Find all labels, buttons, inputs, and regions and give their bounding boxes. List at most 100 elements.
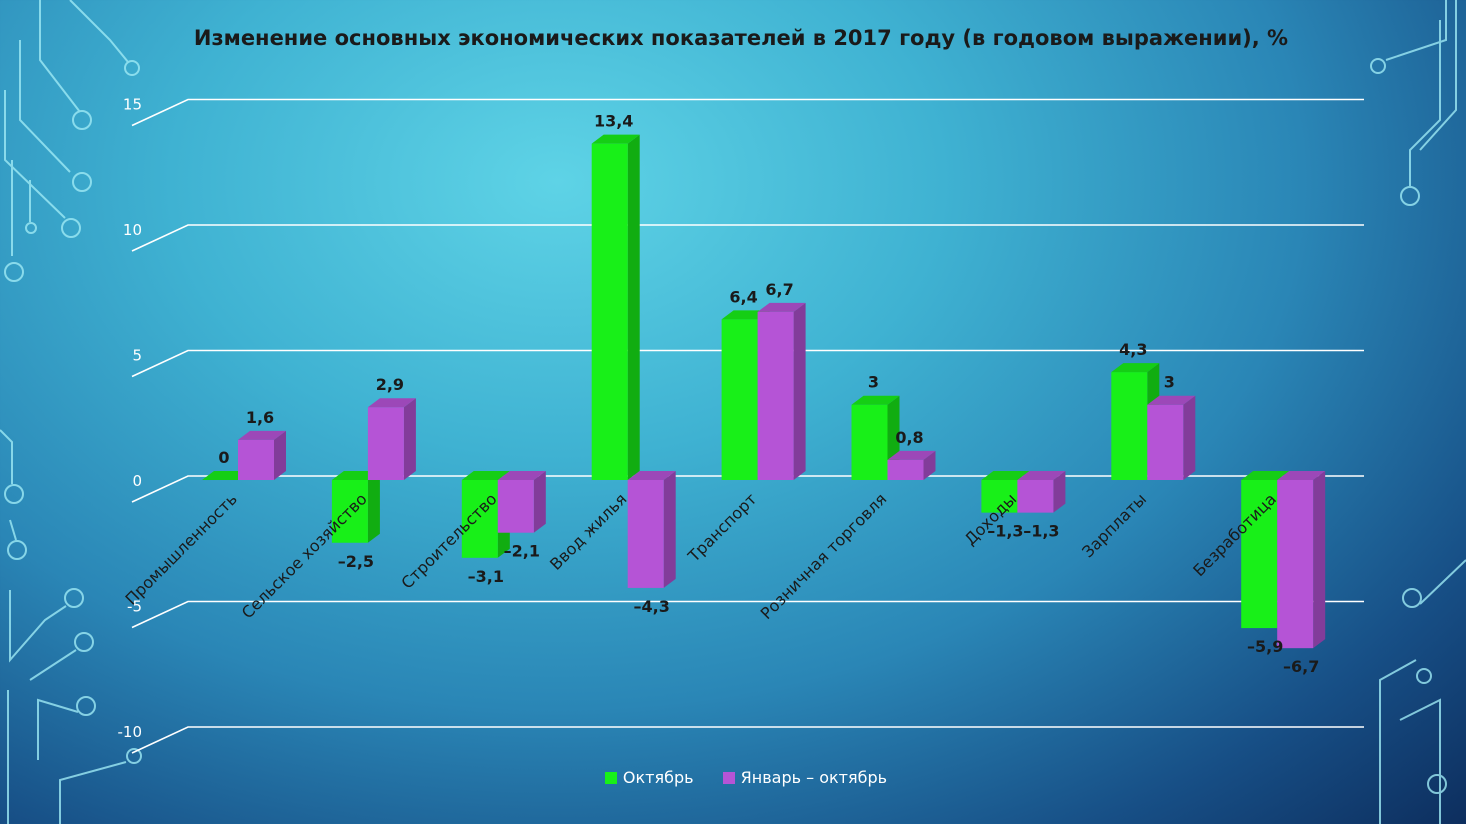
bar	[757, 302, 806, 480]
bar-front	[757, 311, 794, 480]
bar-top	[887, 450, 936, 460]
bar-side	[403, 398, 416, 480]
legend-item-october: Октябрь	[604, 768, 694, 787]
bar-front	[591, 143, 628, 480]
gridline	[131, 349, 1364, 378]
bar-top	[1017, 471, 1066, 480]
legend-label-october: Октябрь	[622, 768, 694, 787]
bar	[591, 134, 640, 480]
gridlines: 15 10 5 0 -5 -10	[118, 96, 1364, 754]
bar	[238, 430, 286, 480]
gridline	[131, 224, 1364, 252]
legend-label-jan-oct: Январь – октябрь	[740, 768, 888, 787]
bar-front	[627, 480, 664, 588]
bar	[331, 471, 380, 543]
bar-front	[981, 480, 1018, 513]
bar-top	[627, 471, 676, 480]
data-label: –4,3	[634, 597, 670, 616]
bar-front	[721, 319, 758, 480]
legend-item-jan-oct: Январь – октябрь	[722, 768, 888, 787]
bar	[1277, 471, 1326, 649]
bar-side	[367, 471, 380, 543]
data-label: –5,9	[1247, 637, 1283, 656]
bar-top	[461, 471, 510, 480]
bar-side	[1053, 471, 1066, 513]
y-tick-label: 10	[123, 221, 142, 239]
y-tick-label: 0	[132, 472, 142, 490]
bar-front	[1017, 480, 1054, 513]
bar-front	[1111, 372, 1148, 480]
data-label: –1,3	[1023, 522, 1059, 541]
data-label: –3,1	[468, 567, 504, 586]
bar	[1111, 363, 1160, 480]
bar-top	[497, 471, 546, 480]
bar-front	[1241, 480, 1278, 629]
bar	[1017, 471, 1066, 513]
data-label: 0,8	[895, 428, 923, 447]
bar-side	[663, 471, 676, 588]
data-label: 2,9	[376, 375, 404, 394]
bar-front	[1147, 404, 1184, 480]
data-label: 3	[1164, 373, 1175, 392]
bar-front	[1277, 480, 1314, 649]
bar	[1147, 395, 1196, 480]
bar-top	[367, 398, 416, 408]
y-tick-label: -5	[127, 598, 142, 616]
bar-front	[887, 459, 924, 480]
chart-legend: Октябрь Январь – октябрь	[0, 768, 1466, 787]
category-label: Транспорт	[684, 489, 761, 566]
bar-front	[497, 480, 534, 533]
gridline	[131, 98, 1364, 127]
data-label: 1,6	[246, 408, 274, 427]
bar-top	[851, 395, 900, 405]
data-label: 4,3	[1119, 340, 1147, 359]
gridline	[131, 600, 1364, 629]
bar	[497, 471, 546, 533]
chart-title: Изменение основных экономических показат…	[193, 26, 1289, 50]
bar-front	[238, 439, 274, 480]
bar-top	[1147, 395, 1196, 405]
data-label: 6,4	[729, 287, 757, 306]
bar-side	[793, 302, 806, 480]
bar-top	[1111, 363, 1160, 373]
data-label: 3	[868, 373, 879, 392]
bar-side	[1183, 395, 1196, 480]
legend-swatch-october	[604, 772, 617, 784]
gridline	[131, 726, 1364, 754]
bar-front	[367, 407, 404, 480]
bar-side	[274, 430, 286, 480]
y-tick-label: -10	[118, 723, 143, 741]
data-label: –6,7	[1283, 657, 1319, 676]
data-label: –2,1	[504, 542, 540, 561]
bar	[627, 471, 676, 588]
bar	[887, 450, 936, 480]
category-label: Ввод жилья	[546, 489, 630, 573]
data-label: –1,3	[987, 522, 1023, 541]
data-label: 13,4	[594, 112, 633, 131]
bar-front	[851, 404, 888, 480]
bar-top	[981, 471, 1030, 480]
bar-top	[238, 430, 286, 440]
gridline	[131, 475, 1364, 503]
bar-side	[627, 134, 640, 480]
category-label: Розничная торговля	[757, 489, 891, 623]
data-label: –2,5	[338, 552, 374, 571]
data-label: 6,7	[765, 280, 793, 299]
y-tick-label: 5	[132, 347, 142, 365]
bars	[202, 134, 1326, 649]
bar-top	[757, 302, 806, 312]
bar-top	[1241, 471, 1290, 480]
bar-side	[533, 471, 546, 533]
bar-top	[591, 134, 640, 144]
bar-front	[331, 480, 368, 543]
y-tick-label: 15	[123, 96, 142, 114]
bar-side	[1313, 471, 1326, 649]
category-label: Промышленность	[122, 489, 241, 608]
bar-side	[923, 450, 936, 480]
data-label: 0	[218, 448, 229, 467]
bar	[367, 398, 416, 480]
bar-top	[1277, 471, 1326, 480]
category-label: Зарплаты	[1078, 489, 1150, 561]
